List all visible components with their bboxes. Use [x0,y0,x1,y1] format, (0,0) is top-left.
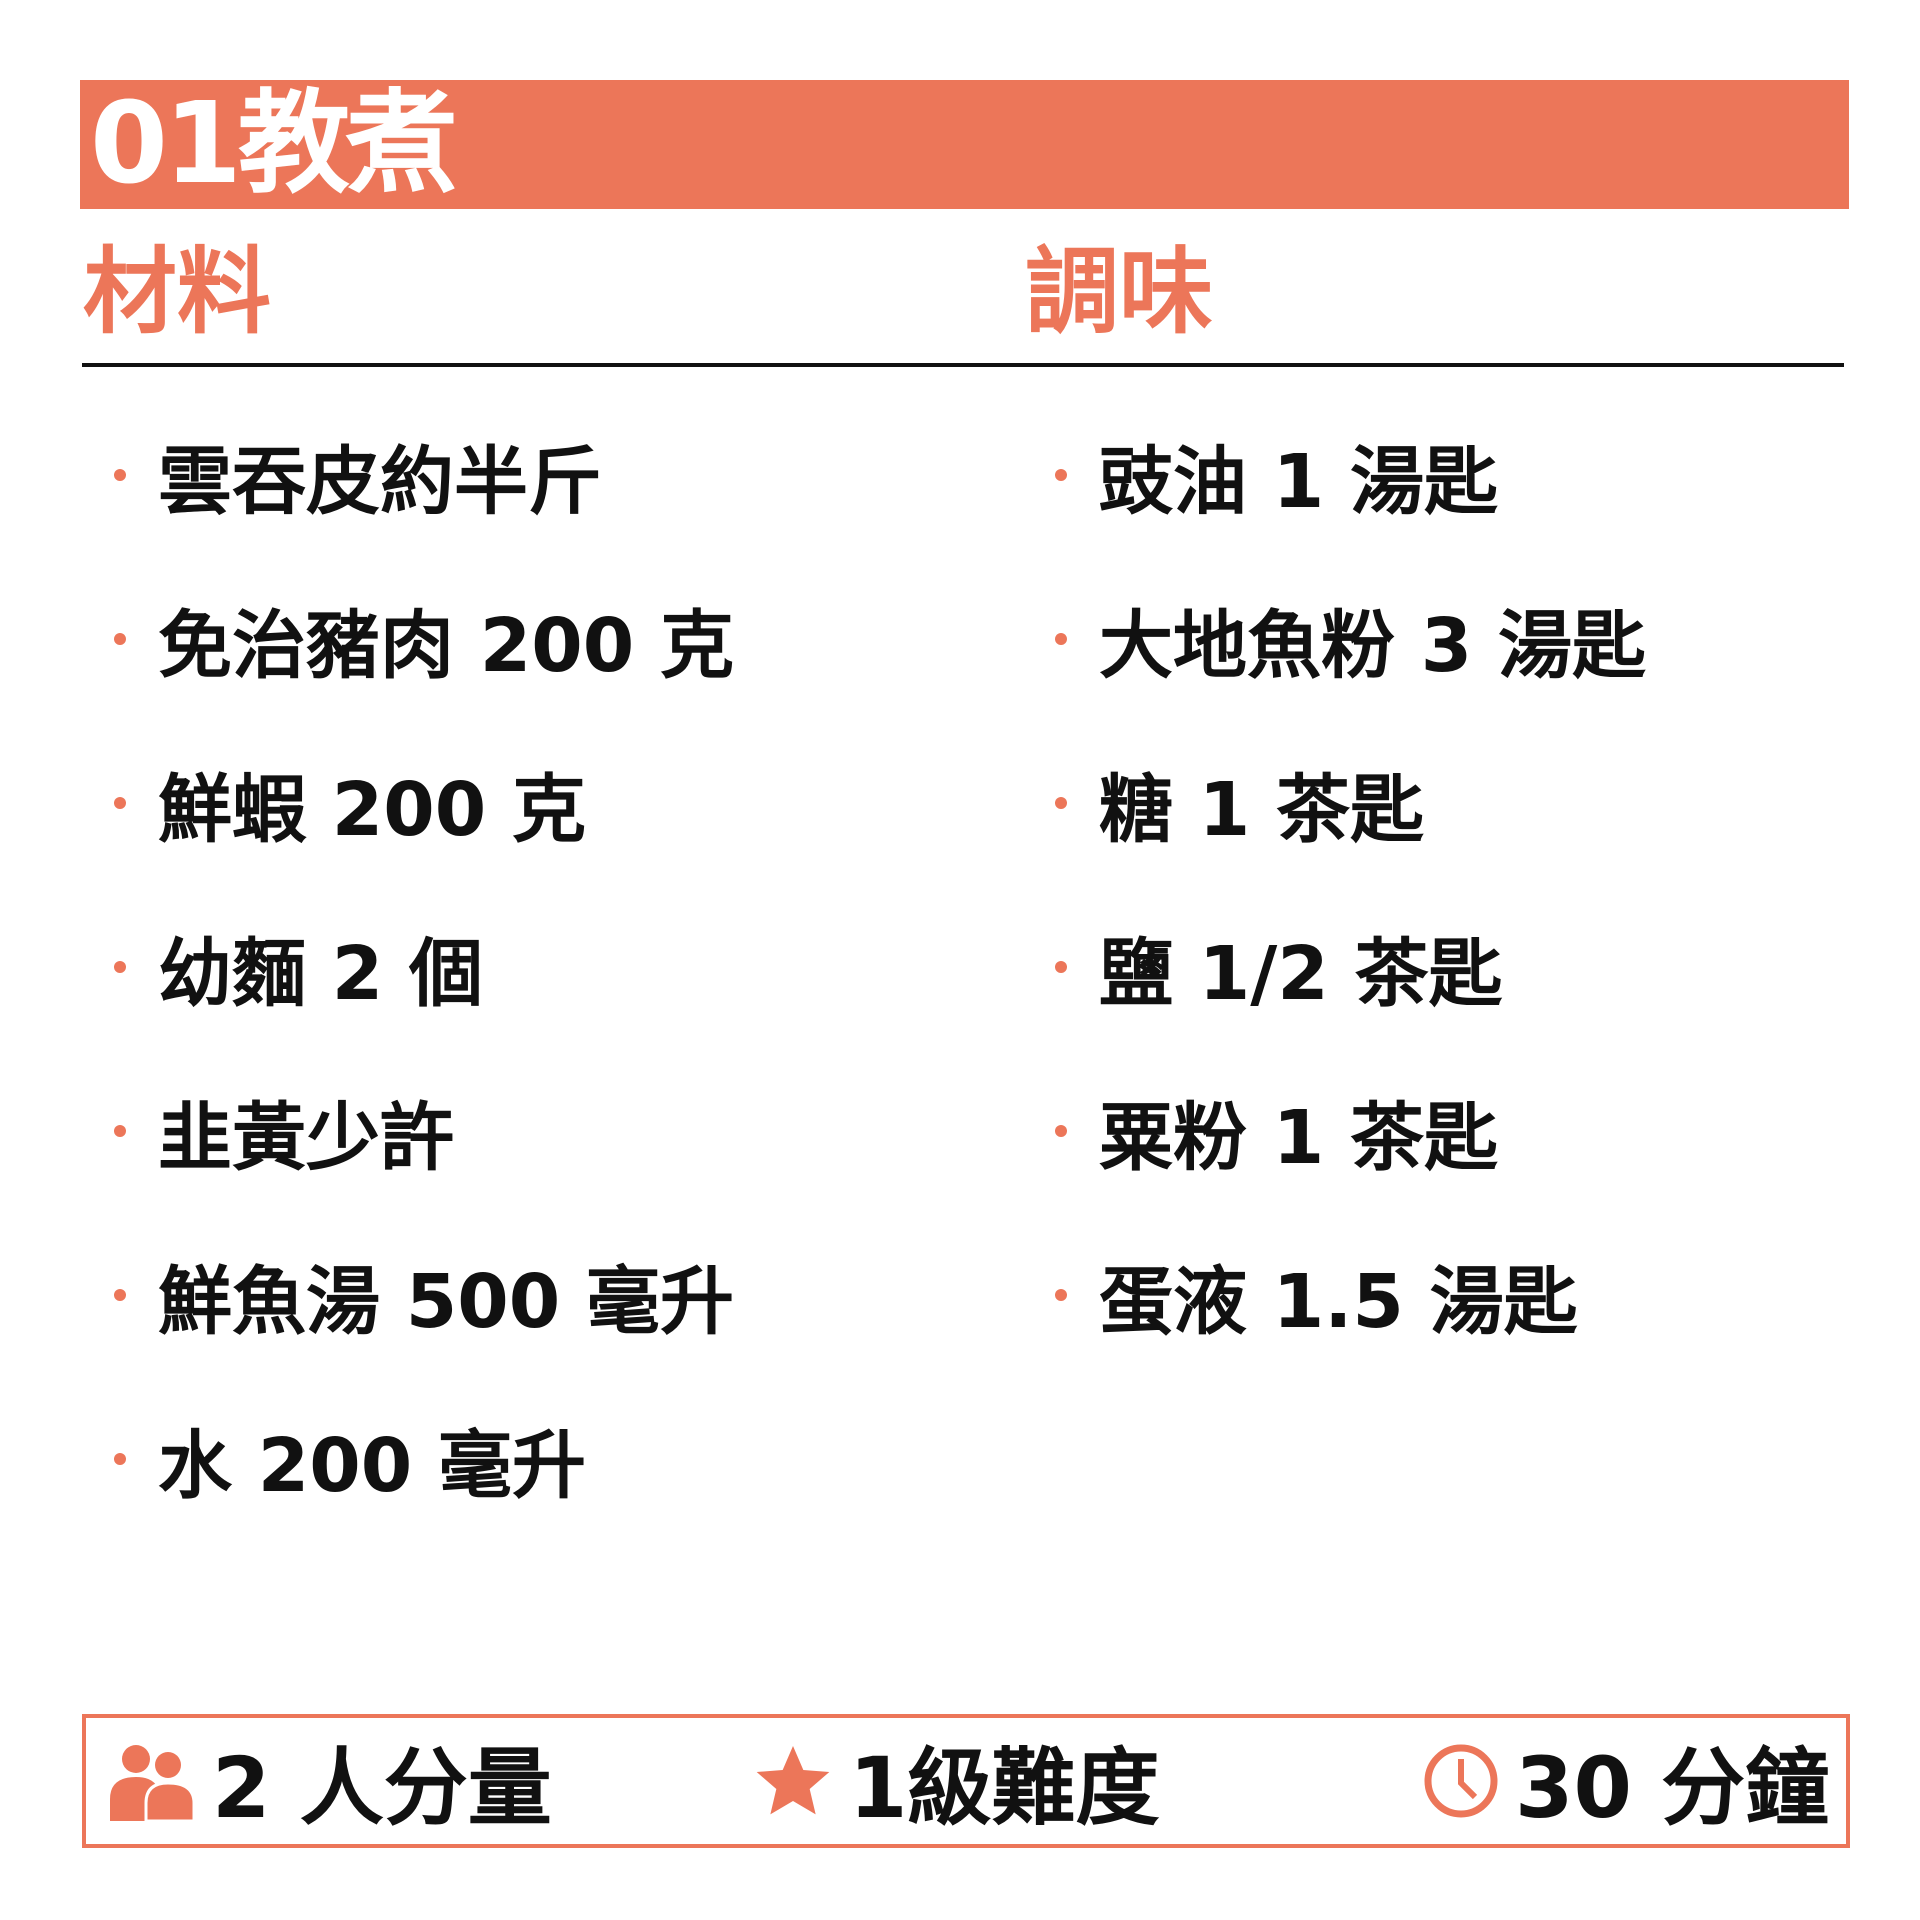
item-text: 韭黃少許 [158,1094,454,1181]
bullet-icon [1055,633,1067,645]
time-info: 30 分鐘 [1421,1718,1829,1844]
header-bar: 01教煮 [80,80,1849,209]
servings-info: 2 人分量 [106,1718,552,1844]
item-text: 豉油 1 湯匙 [1099,438,1499,525]
divider [82,363,1844,367]
bullet-icon [114,961,126,973]
page-title: 01教煮 [90,79,458,209]
item-text: 糖 1 茶匙 [1099,766,1425,853]
bullet-icon [114,797,126,809]
bullet-icon [1055,1125,1067,1137]
list-item: 大地魚粉 3 湯匙 [1055,557,1646,721]
item-text: 鹽 1/2 茶匙 [1099,930,1503,1017]
list-item: 粟粉 1 茶匙 [1055,1049,1646,1213]
people-icon [110,1745,196,1821]
bullet-icon [114,1125,126,1137]
bullet-icon [114,1453,126,1465]
clock-icon [1424,1744,1498,1818]
bullet-icon [1055,797,1067,809]
ingredients-list: 雲吞皮約半斤 免治豬肉 200 克 鮮蝦 200 克 幼麵 2 個 韭黃少許 鮮… [114,393,734,1541]
list-item: 豉油 1 湯匙 [1055,393,1646,557]
seasoning-heading: 調味 [1025,238,1214,347]
item-text: 蛋液 1.5 湯匙 [1099,1258,1578,1345]
bullet-icon [1055,961,1067,973]
item-text: 鮮蝦 200 克 [158,766,586,853]
list-item: 韭黃少許 [114,1049,734,1213]
bullet-icon [114,1289,126,1301]
list-item: 鮮蝦 200 克 [114,721,734,885]
bullet-icon [114,633,126,645]
bullet-icon [114,469,126,481]
servings-label: 2 人分量 [212,1738,552,1837]
time-label: 30 分鐘 [1515,1738,1830,1837]
item-text: 鮮魚湯 500 毫升 [158,1258,734,1345]
item-text: 大地魚粉 3 湯匙 [1099,602,1647,689]
list-item: 鹽 1/2 茶匙 [1055,885,1646,1049]
difficulty-label: 1級難度 [849,1738,1160,1837]
list-item: 免治豬肉 200 克 [114,557,734,721]
list-item: 雲吞皮約半斤 [114,393,734,557]
list-item: 蛋液 1.5 湯匙 [1055,1213,1646,1377]
seasoning-list: 豉油 1 湯匙 大地魚粉 3 湯匙 糖 1 茶匙 鹽 1/2 茶匙 粟粉 1 茶… [1055,393,1646,1377]
list-item: 糖 1 茶匙 [1055,721,1646,885]
bullet-icon [1055,469,1067,481]
item-text: 水 200 毫升 [158,1422,586,1509]
item-text: 雲吞皮約半斤 [158,438,602,525]
bullet-icon [1055,1289,1067,1301]
item-text: 幼麵 2 個 [158,930,484,1017]
star-icon [756,1746,830,1815]
list-item: 水 200 毫升 [114,1377,734,1541]
difficulty-info: 1級難度 [751,1718,1159,1844]
item-text: 免治豬肉 200 克 [158,602,734,689]
list-item: 幼麵 2 個 [114,885,734,1049]
ingredients-heading: 材料 [83,238,272,347]
list-item: 鮮魚湯 500 毫升 [114,1213,734,1377]
recipe-info-bar: 2 人分量 1級難度 30 分鐘 [82,1714,1850,1848]
item-text: 粟粉 1 茶匙 [1099,1094,1499,1181]
